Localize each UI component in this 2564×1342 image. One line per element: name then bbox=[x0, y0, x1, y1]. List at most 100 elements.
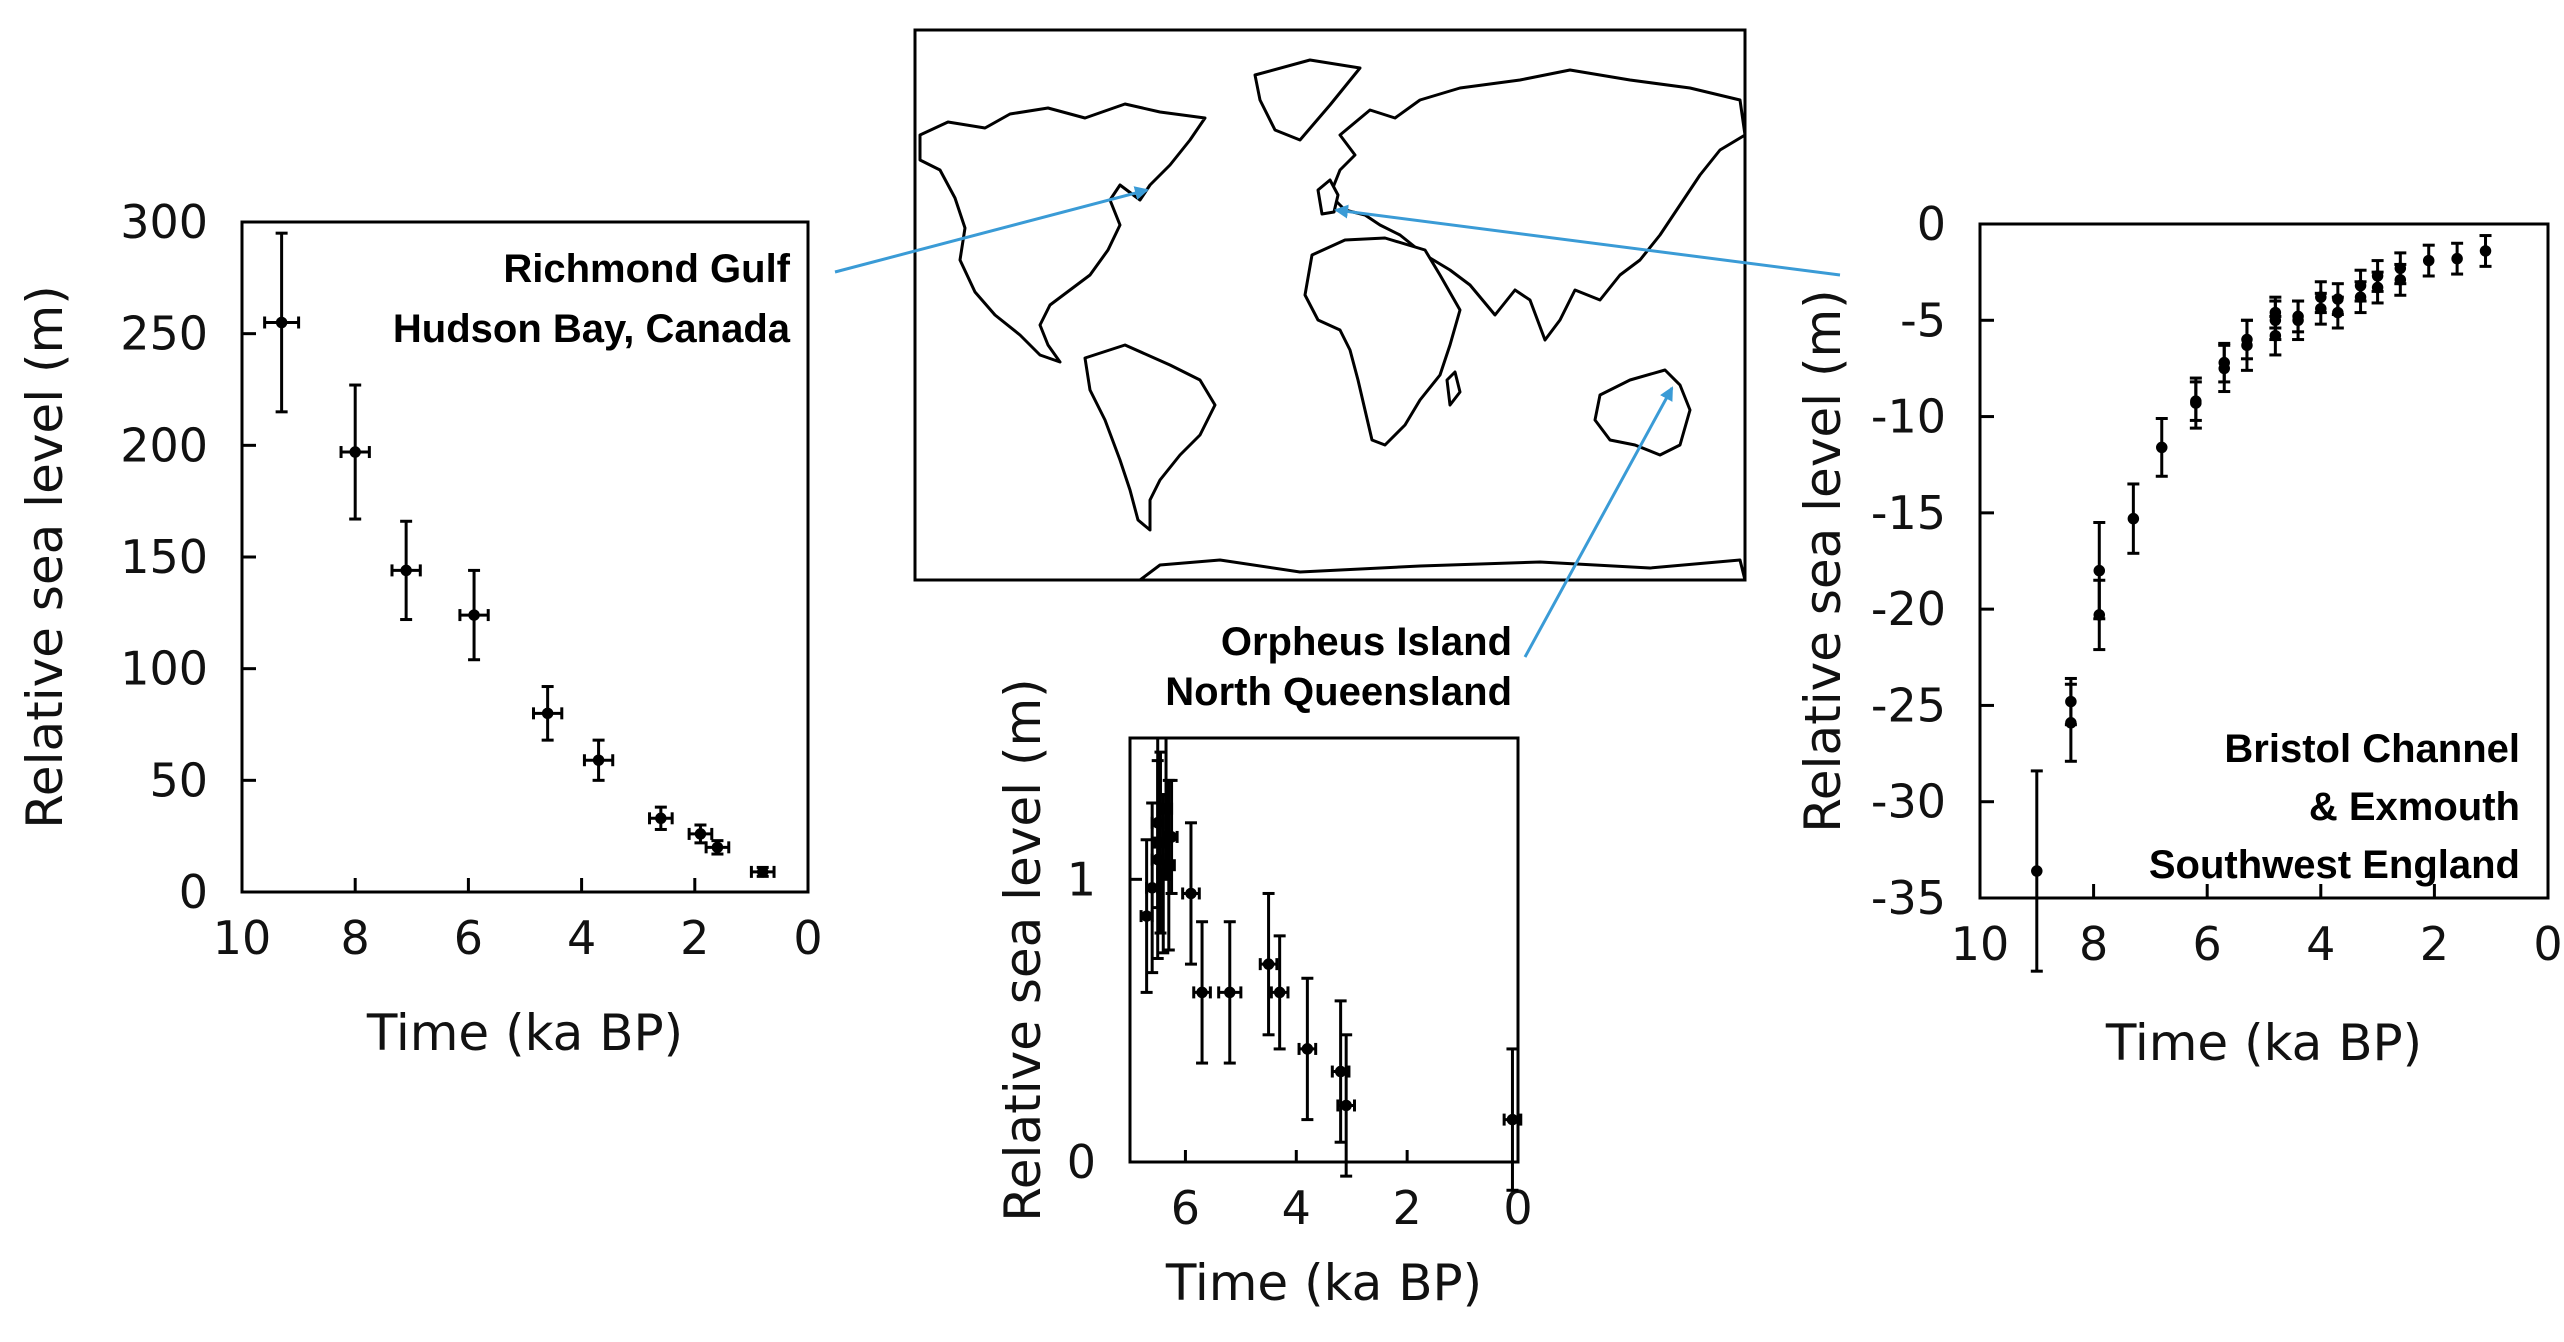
orpheus-data-point bbox=[1139, 838, 1154, 994]
orpheus-plot-frame bbox=[1128, 736, 1520, 1164]
richmond-x-tick-label: 10 bbox=[213, 911, 272, 965]
richmond-y-tick-label: 0 bbox=[179, 865, 208, 919]
bristol-y-tick-label: -20 bbox=[1871, 582, 1946, 636]
bristol-data-point bbox=[2479, 234, 2492, 268]
richmond-y-tick-label: 100 bbox=[120, 642, 208, 696]
bristol-data-point bbox=[2451, 241, 2464, 276]
orpheus-y-tick-label: 1 bbox=[1067, 852, 1096, 906]
north-america-landmass bbox=[918, 102, 1207, 364]
orpheus-data-point bbox=[1217, 920, 1243, 1065]
bristol-data-point bbox=[2371, 259, 2384, 293]
richmond-connector-arrow bbox=[834, 186, 1149, 274]
richmond-x-tick-label: 0 bbox=[793, 911, 822, 965]
orpheus-data-point bbox=[1297, 976, 1318, 1122]
eurasia-landmass bbox=[1328, 68, 1745, 342]
orpheus-x-tick-label: 6 bbox=[1171, 1181, 1200, 1235]
orpheus-x-tick-label: 4 bbox=[1282, 1181, 1311, 1235]
orpheus-data-point bbox=[1258, 891, 1279, 1037]
richmond-data-point bbox=[582, 738, 615, 782]
richmond-x-tick-label: 2 bbox=[680, 911, 709, 965]
richmond-data-point bbox=[531, 685, 564, 742]
bristol-data-point bbox=[2269, 295, 2282, 330]
richmond-data-point bbox=[390, 519, 422, 622]
bristol-data-point bbox=[2354, 268, 2367, 303]
richmond-data-point bbox=[749, 865, 776, 878]
bristol-data-point bbox=[2030, 769, 2043, 973]
orpheus-y-tick-label: 0 bbox=[1067, 1135, 1096, 1189]
bristol-data-point bbox=[2093, 520, 2106, 621]
orpheus-data-point bbox=[1269, 934, 1290, 1051]
bristol-data-point bbox=[2155, 416, 2168, 478]
bristol-x-tick-label: 4 bbox=[2306, 917, 2335, 971]
bristol-channel-chart: 10 8 6 4 2 0 0 -5 -10 -15 -20 -25 -30 -35 Time (ka BP)… bbox=[1794, 197, 2563, 1072]
richmond-x-tick-label: 4 bbox=[567, 911, 596, 965]
richmond-x-tick-label: 8 bbox=[341, 911, 370, 965]
bristol-data-point bbox=[2292, 299, 2305, 334]
bristol-site-label-line3: Southwest England bbox=[2149, 843, 2520, 887]
richmond-x-axis-title: Time (ka BP) bbox=[366, 1004, 683, 1062]
bristol-x-tick-label: 2 bbox=[2420, 917, 2449, 971]
bristol-y-tick-label: -15 bbox=[1871, 486, 1946, 540]
orpheus-y-axis-title: Relative sea level (m) bbox=[994, 678, 1052, 1221]
bristol-x-tick-label: 6 bbox=[2193, 917, 2222, 971]
bristol-x-tick-label: 8 bbox=[2079, 917, 2108, 971]
bristol-plot-frame bbox=[1978, 222, 2550, 900]
orpheus-connector-arrow bbox=[1523, 386, 1674, 658]
bristol-site-label-line2: & Exmouth bbox=[2309, 785, 2520, 829]
richmond-site-label-line1: Richmond Gulf bbox=[503, 247, 790, 291]
richmond-y-tick-label: 250 bbox=[120, 307, 208, 361]
bristol-site-label-line1: Bristol Channel bbox=[2224, 727, 2520, 771]
bristol-y-axis-title: Relative sea level (m) bbox=[1794, 289, 1852, 832]
bristol-data-point bbox=[2189, 380, 2202, 422]
bristol-y-tick-label: -35 bbox=[1871, 871, 1946, 925]
orpheus-data-point bbox=[1336, 1033, 1356, 1178]
bristol-data-point bbox=[2422, 243, 2435, 278]
bristol-data-point bbox=[2314, 280, 2327, 315]
richmond-data-point bbox=[687, 823, 714, 845]
orpheus-data-point bbox=[1192, 920, 1212, 1065]
bristol-y-tick-label: -25 bbox=[1871, 678, 1946, 732]
richmond-site-label-line2: Hudson Bay, Canada bbox=[393, 307, 791, 351]
bristol-x-axis-title: Time (ka BP) bbox=[2105, 1014, 2422, 1072]
bristol-y-tick-label: 0 bbox=[1917, 197, 1946, 251]
orpheus-data-point bbox=[1181, 821, 1201, 966]
south-america-landmass bbox=[1083, 343, 1217, 532]
bristol-data-point bbox=[2218, 341, 2231, 384]
orpheus-data-point bbox=[1164, 778, 1179, 895]
richmond-data-point bbox=[704, 839, 731, 856]
bristol-y-tick-label: -30 bbox=[1871, 775, 1946, 829]
orpheus-x-axis-title: Time (ka BP) bbox=[1165, 1254, 1482, 1312]
bristol-connector-arrow bbox=[1334, 204, 1841, 277]
richmond-y-tick-label: 300 bbox=[120, 195, 208, 249]
world-map bbox=[913, 28, 1747, 582]
madagascar-landmass bbox=[1445, 370, 1462, 407]
bristol-x-tick-label: 10 bbox=[1951, 917, 2010, 971]
bristol-data-point bbox=[2064, 676, 2077, 727]
greenland-landmass bbox=[1253, 58, 1362, 142]
richmond-y-tick-label: 200 bbox=[120, 418, 208, 472]
bristol-data-point bbox=[2127, 482, 2140, 555]
uk-landmass bbox=[1316, 178, 1340, 216]
bristol-data-point bbox=[2394, 251, 2407, 286]
antarctica-landmass bbox=[1138, 558, 1745, 580]
richmond-y-tick-label: 150 bbox=[120, 530, 208, 584]
orpheus-data-point bbox=[1502, 1047, 1523, 1192]
orpheus-site-label-line1: Orpheus Island bbox=[1221, 620, 1512, 664]
africa-landmass bbox=[1303, 236, 1462, 447]
richmond-data-point bbox=[339, 383, 371, 521]
bristol-y-tick-label: -5 bbox=[1900, 293, 1946, 347]
bristol-x-tick-label: 0 bbox=[2533, 917, 2562, 971]
orpheus-data-point bbox=[1330, 999, 1351, 1144]
richmond-y-tick-label: 50 bbox=[149, 753, 208, 807]
bristol-data-point bbox=[2240, 318, 2253, 361]
richmond-x-tick-label: 6 bbox=[454, 911, 483, 965]
richmond-data-point bbox=[648, 805, 674, 831]
richmond-y-axis-title: Relative sea level (m) bbox=[16, 285, 74, 828]
orpheus-site-label-line2: North Queensland bbox=[1165, 670, 1512, 714]
richmond-data-point bbox=[263, 231, 301, 414]
richmond-data-point bbox=[458, 568, 490, 662]
orpheus-x-tick-label: 2 bbox=[1393, 1181, 1422, 1235]
